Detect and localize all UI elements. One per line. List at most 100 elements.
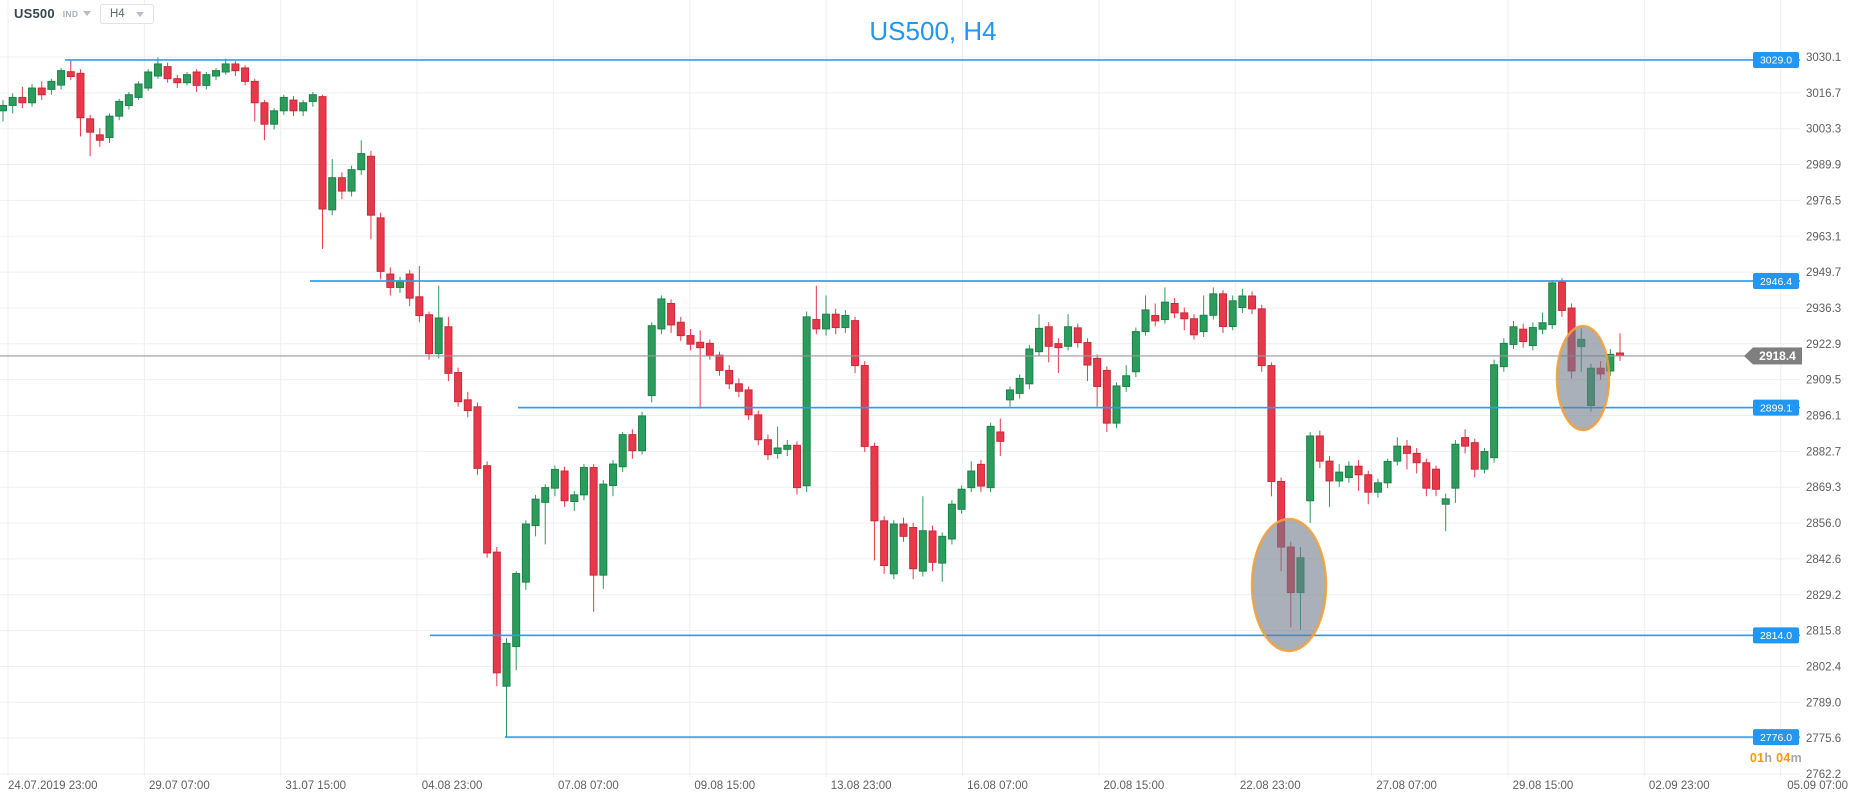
- candle-body: [454, 372, 463, 403]
- candle-body: [676, 321, 685, 337]
- time-axis-label: 16.08 07:00: [967, 780, 1028, 792]
- candle-body: [124, 94, 133, 106]
- candle-body: [957, 488, 966, 510]
- price-axis-label: 2896.1: [1806, 411, 1841, 423]
- candle-body: [1335, 471, 1344, 482]
- candle-body: [1083, 342, 1092, 366]
- candle-body: [889, 523, 898, 575]
- chevron-down-icon: [83, 11, 92, 16]
- candle-body: [95, 134, 104, 141]
- candle-body: [270, 110, 279, 125]
- candle-body: [483, 465, 492, 554]
- candle-body: [1354, 465, 1363, 476]
- candle-body: [531, 498, 540, 527]
- candle-body: [502, 642, 511, 687]
- candle-body: [105, 115, 114, 139]
- candle-body: [250, 80, 259, 104]
- candle-body: [425, 314, 434, 355]
- candle-body: [1093, 357, 1102, 387]
- candle-body: [715, 354, 724, 371]
- candle-body: [1257, 308, 1266, 367]
- time-axis-label: 27.08 07:00: [1376, 780, 1437, 792]
- candle-body: [1480, 450, 1489, 470]
- price-axis-label: 2829.2: [1806, 590, 1841, 602]
- price-axis-label: 2909.5: [1806, 375, 1841, 387]
- price-level-tag-text: 2899.1: [1760, 402, 1792, 414]
- price-axis-label: 2963.1: [1806, 231, 1841, 243]
- candle-body: [1248, 295, 1257, 310]
- candle-countdown-timer: 01h 04m: [1750, 751, 1802, 765]
- time-axis-label: 31.07 15:00: [285, 780, 346, 792]
- candle-body: [1189, 318, 1198, 336]
- price-axis-label: 2802.4: [1806, 661, 1842, 673]
- highlight-ellipse: [1555, 324, 1611, 432]
- candle-body: [1131, 331, 1140, 373]
- candle-body: [880, 520, 889, 567]
- time-axis-label: 29.07 07:00: [149, 780, 210, 792]
- price-axis-label: 2976.5: [1806, 195, 1841, 207]
- candle-body: [434, 317, 443, 355]
- candle-body: [18, 96, 27, 104]
- price-level-tag-text: 3029.0: [1760, 55, 1792, 67]
- candle-body: [221, 63, 230, 73]
- candle-body: [996, 431, 1005, 442]
- candle-body: [1509, 326, 1518, 345]
- price-level-tag: [1753, 399, 1799, 416]
- candle-body: [1402, 445, 1411, 454]
- candle-body: [28, 87, 37, 104]
- candle-body: [541, 487, 550, 503]
- price-level-tag: [1753, 627, 1799, 644]
- current-price-tag-arrow: [1744, 347, 1753, 365]
- price-axis-label: 2869.3: [1806, 482, 1841, 494]
- instrument-type-label: IND: [62, 8, 79, 19]
- candle-body: [618, 434, 627, 468]
- candle-body: [134, 83, 143, 98]
- candle-body: [153, 63, 162, 77]
- price-axis-label: 3016.7: [1806, 88, 1841, 100]
- candle-body: [1160, 301, 1169, 321]
- candle-body: [1373, 482, 1382, 493]
- candle-body: [1441, 498, 1450, 505]
- price-level-tag-text: 2814.0: [1760, 630, 1792, 642]
- candle-body: [1015, 377, 1024, 394]
- candle-body: [1557, 281, 1566, 311]
- candle-body: [744, 389, 753, 416]
- symbol-selector[interactable]: US500 IND: [14, 6, 92, 21]
- candle-body: [1151, 315, 1160, 322]
- candle-body: [1073, 327, 1082, 344]
- candle-body: [860, 365, 869, 447]
- candle-body: [947, 503, 956, 540]
- time-axis-label: 29.08 15:00: [1513, 780, 1574, 792]
- timeframe-dropdown[interactable]: H4: [100, 4, 154, 24]
- candle-body: [696, 341, 705, 349]
- highlight-ellipse: [1250, 517, 1328, 653]
- candle-body: [1228, 300, 1237, 328]
- candle-body: [686, 335, 695, 345]
- candle-body: [241, 67, 250, 82]
- candle-body: [473, 406, 482, 469]
- candle-body: [812, 319, 821, 330]
- candle-body: [754, 414, 763, 441]
- candle-body: [47, 80, 56, 90]
- candle-body: [1170, 302, 1179, 314]
- candle-body: [144, 71, 153, 89]
- candle-body: [1528, 327, 1537, 347]
- candle-body: [328, 177, 337, 211]
- candle-body: [579, 467, 588, 496]
- time-axis-label: 09.08 15:00: [694, 780, 755, 792]
- price-axis-label: 2989.9: [1806, 160, 1841, 172]
- candle-body: [667, 302, 676, 326]
- candle-body: [831, 313, 840, 329]
- candle-body: [163, 66, 172, 80]
- candle-body: [599, 483, 608, 576]
- time-axis-label: 13.08 23:00: [831, 780, 892, 792]
- candle-body: [792, 444, 801, 489]
- price-level-tag: [1753, 51, 1799, 68]
- candle-body: [802, 316, 811, 487]
- candle-body: [299, 102, 308, 112]
- candle-body: [1344, 465, 1353, 478]
- price-axis-label: 2922.9: [1806, 339, 1841, 351]
- time-axis-label: 22.08 23:00: [1240, 780, 1301, 792]
